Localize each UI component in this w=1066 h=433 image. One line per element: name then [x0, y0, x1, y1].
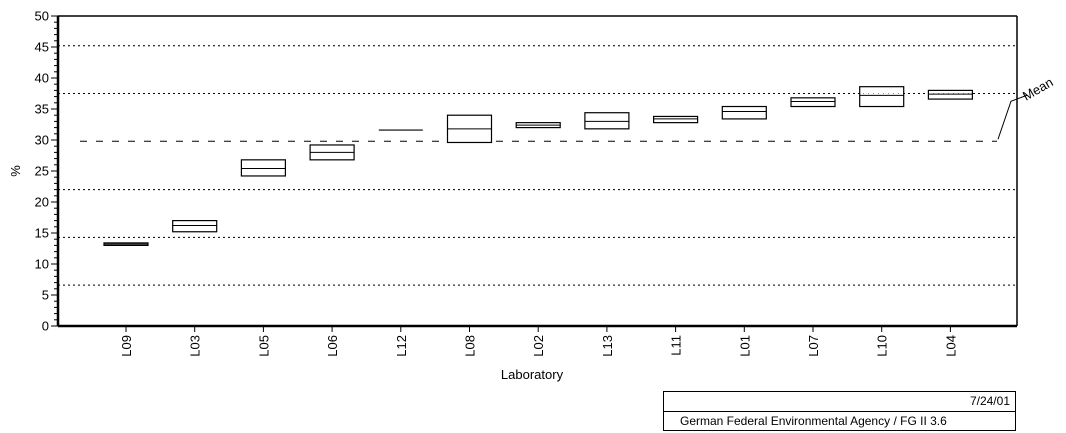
x-tick-label: L03 — [188, 335, 203, 357]
box-rect — [790, 97, 836, 108]
y-tick-label: 35 — [35, 102, 49, 117]
y-tick-label: 30 — [35, 133, 49, 148]
box-L02 — [515, 122, 561, 129]
box-L13 — [584, 112, 630, 130]
box-L03 — [172, 220, 218, 233]
x-tick-label: L12 — [394, 335, 409, 357]
x-tick-label: L01 — [737, 335, 752, 357]
box-rect — [927, 89, 974, 100]
x-tick-label: L09 — [119, 335, 134, 357]
box-L10 — [859, 86, 905, 108]
y-tick-label: 15 — [35, 226, 49, 241]
box-L04 — [927, 89, 974, 100]
footer-date: 7/24/01 — [969, 394, 1010, 408]
y-tick-label: 50 — [35, 9, 49, 24]
box-L08 — [446, 114, 493, 144]
y-tick-label: 5 — [42, 288, 49, 303]
box-L09 — [103, 242, 149, 246]
y-tick-label: 40 — [35, 71, 49, 86]
footer-box: 7/24/01 German Federal Environmental Age… — [663, 391, 1016, 431]
x-tick-label: L07 — [806, 335, 821, 357]
y-tick-label: 25 — [35, 164, 49, 179]
x-tick-label: L04 — [943, 335, 958, 357]
footer-divider — [664, 411, 1015, 412]
box-L01 — [721, 105, 767, 120]
box-L06 — [309, 144, 355, 161]
box-rect — [584, 112, 630, 130]
footer-agency: German Federal Environmental Agency / FG… — [680, 414, 947, 428]
box-L11 — [652, 115, 699, 124]
box-L07 — [790, 97, 836, 108]
x-tick-label: L05 — [256, 335, 271, 357]
box-rect — [652, 115, 699, 124]
x-tick-label: L08 — [463, 335, 478, 357]
mean-label: Mean — [1020, 74, 1056, 103]
y-tick-label: 20 — [35, 195, 49, 210]
x-tick-label: L13 — [600, 335, 615, 357]
y-axis-title: % — [8, 165, 23, 177]
box-rect — [859, 86, 905, 108]
x-axis-title: Laboratory — [501, 367, 564, 382]
box-rect — [721, 105, 767, 120]
box-rect — [240, 159, 286, 177]
x-tick-label: L06 — [325, 335, 340, 357]
x-tick-label: L02 — [531, 335, 546, 357]
x-tick-label: L10 — [875, 335, 890, 357]
box-L05 — [240, 159, 286, 177]
y-tick-label: 0 — [42, 319, 49, 334]
y-tick-label: 10 — [35, 257, 49, 272]
box-rect — [172, 220, 218, 233]
mean-leader-line — [997, 94, 1028, 140]
y-tick-label: 45 — [35, 40, 49, 55]
x-tick-label: L11 — [669, 335, 684, 356]
